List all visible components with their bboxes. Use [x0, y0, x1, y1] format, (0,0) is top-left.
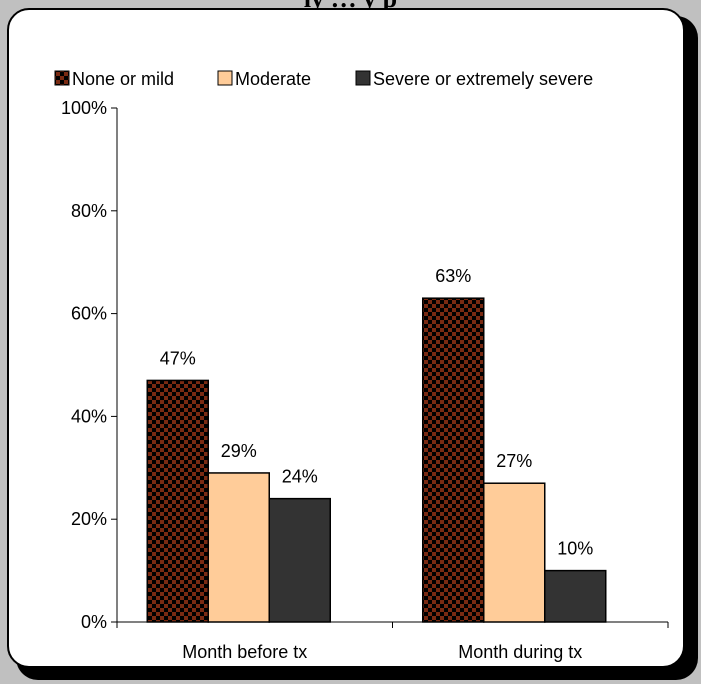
data-label: 47%: [160, 348, 196, 368]
y-tick-label: 100%: [61, 98, 107, 118]
chart-frame: [7, 8, 685, 668]
legend-swatch-moderate: [217, 70, 233, 86]
legend-swatch-severe: [355, 70, 371, 86]
data-label: 24%: [282, 467, 318, 487]
plot-area: 0% 20% 40% 60% 80% 100% 47% 29% 24% Month before …: [61, 98, 669, 662]
bar: [483, 482, 546, 623]
legend-swatch-none-or-mild: [54, 70, 70, 86]
legend: None or mild Moderate Severe or extremel…: [54, 69, 593, 89]
bar: [268, 497, 331, 623]
data-label: 27%: [496, 451, 532, 471]
legend-label-moderate: Moderate: [235, 69, 311, 89]
bar: [146, 379, 209, 623]
bar: [207, 472, 270, 623]
bar: [422, 297, 485, 623]
data-label: 29%: [221, 441, 257, 461]
legend-label-none-or-mild: None or mild: [72, 69, 174, 89]
x-tick-label: Month before tx: [182, 642, 307, 662]
bar: [544, 569, 607, 623]
legend-item-severe: Severe or extremely severe: [355, 69, 593, 89]
y-tick-label: 80%: [71, 201, 107, 221]
data-label: 63%: [435, 266, 471, 286]
legend-label-severe: Severe or extremely severe: [373, 69, 593, 89]
y-tick-label: 40%: [71, 406, 107, 426]
y-tick-label: 0%: [81, 612, 107, 632]
y-tick-label: 60%: [71, 304, 107, 324]
x-tick-label: Month during tx: [458, 642, 582, 662]
y-tick-label: 20%: [71, 509, 107, 529]
legend-item-none-or-mild: None or mild: [54, 69, 174, 89]
data-label: 10%: [557, 539, 593, 559]
legend-item-moderate: Moderate: [217, 69, 311, 89]
